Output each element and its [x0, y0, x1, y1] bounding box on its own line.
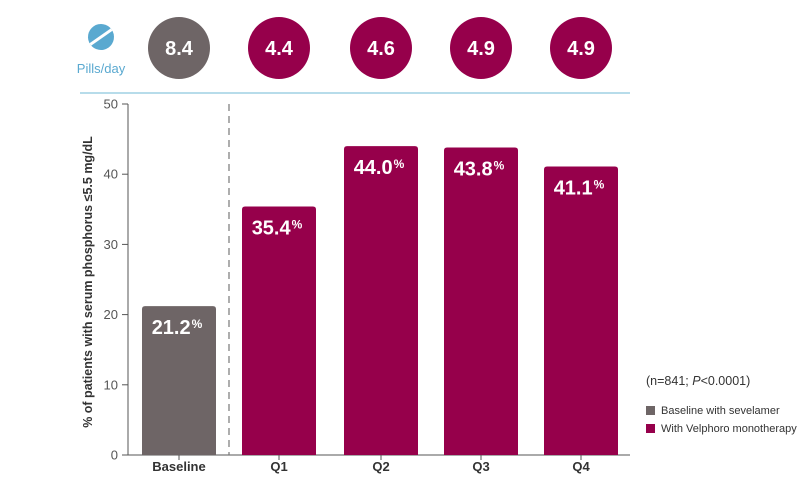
- bar-q4: [544, 166, 618, 455]
- x-tick-label: Baseline: [152, 459, 205, 474]
- bars: 21.2% 35.4% 44.0% 43.8% 41.1%: [142, 146, 618, 456]
- x-tick-label: Q1: [270, 459, 287, 474]
- legend-label-baseline: Baseline with sevelamer: [661, 405, 780, 417]
- x-tick-label: Q2: [372, 459, 389, 474]
- legend: Baseline with sevelamer With Velphoro mo…: [646, 405, 797, 435]
- bar-q1: [242, 206, 316, 455]
- legend-label-velphoro: With Velphoro monotherapy: [661, 423, 797, 435]
- pills-header: Pills/day: [77, 24, 126, 76]
- pill-count-circle: [350, 17, 412, 79]
- x-tick-label: Q4: [572, 459, 590, 474]
- stats-p: P: [692, 374, 701, 388]
- pill-count-circle: [550, 17, 612, 79]
- bar-value-label: 35.4%: [252, 217, 303, 239]
- stats-prefix: (n=841;: [646, 374, 692, 388]
- pill-count-value: 4.6: [367, 38, 395, 60]
- y-axis-ticks: 0 10 20 30 40 50: [104, 97, 128, 463]
- pill-icon: [88, 24, 114, 50]
- pill-count-row: 8.4 4.4 4.6 4.9 4.9: [148, 17, 612, 79]
- y-axis-label: % of patients with serum phosphorus ≤5.5…: [81, 136, 95, 428]
- bar-value-label: 41.1%: [554, 177, 605, 199]
- legend-swatch-baseline: [646, 406, 655, 415]
- pill-count-circle: [248, 17, 310, 79]
- pill-count-circle: [450, 17, 512, 79]
- pills-per-day-label: Pills/day: [77, 61, 126, 76]
- y-tick-label: 50: [104, 97, 118, 112]
- pill-count-circle: [148, 17, 210, 79]
- pill-count-value: 4.4: [265, 38, 294, 60]
- legend-swatch-velphoro: [646, 424, 655, 433]
- bar-q3: [444, 147, 518, 456]
- y-tick-label: 30: [104, 237, 118, 252]
- bar-value-label: 43.8%: [454, 159, 505, 181]
- y-tick-label: 10: [104, 377, 118, 392]
- pill-count-value: 8.4: [165, 38, 194, 60]
- y-tick-label: 20: [104, 307, 118, 322]
- bar-baseline: [142, 306, 216, 455]
- y-tick-label: 0: [111, 448, 118, 463]
- bar-q2: [344, 146, 418, 455]
- stats-suffix: <0.0001): [701, 374, 751, 388]
- stats-note: (n=841; P<0.0001): [646, 374, 750, 388]
- bar-value-label: 44.0%: [354, 157, 405, 179]
- y-tick-label: 40: [104, 167, 118, 182]
- bar-value-label: 21.2%: [152, 317, 203, 339]
- x-tick-label: Q3: [472, 459, 489, 474]
- pill-count-value: 4.9: [467, 38, 495, 60]
- pill-count-value: 4.9: [567, 38, 595, 60]
- x-axis-labels: Baseline Q1 Q2 Q3 Q4: [152, 455, 590, 474]
